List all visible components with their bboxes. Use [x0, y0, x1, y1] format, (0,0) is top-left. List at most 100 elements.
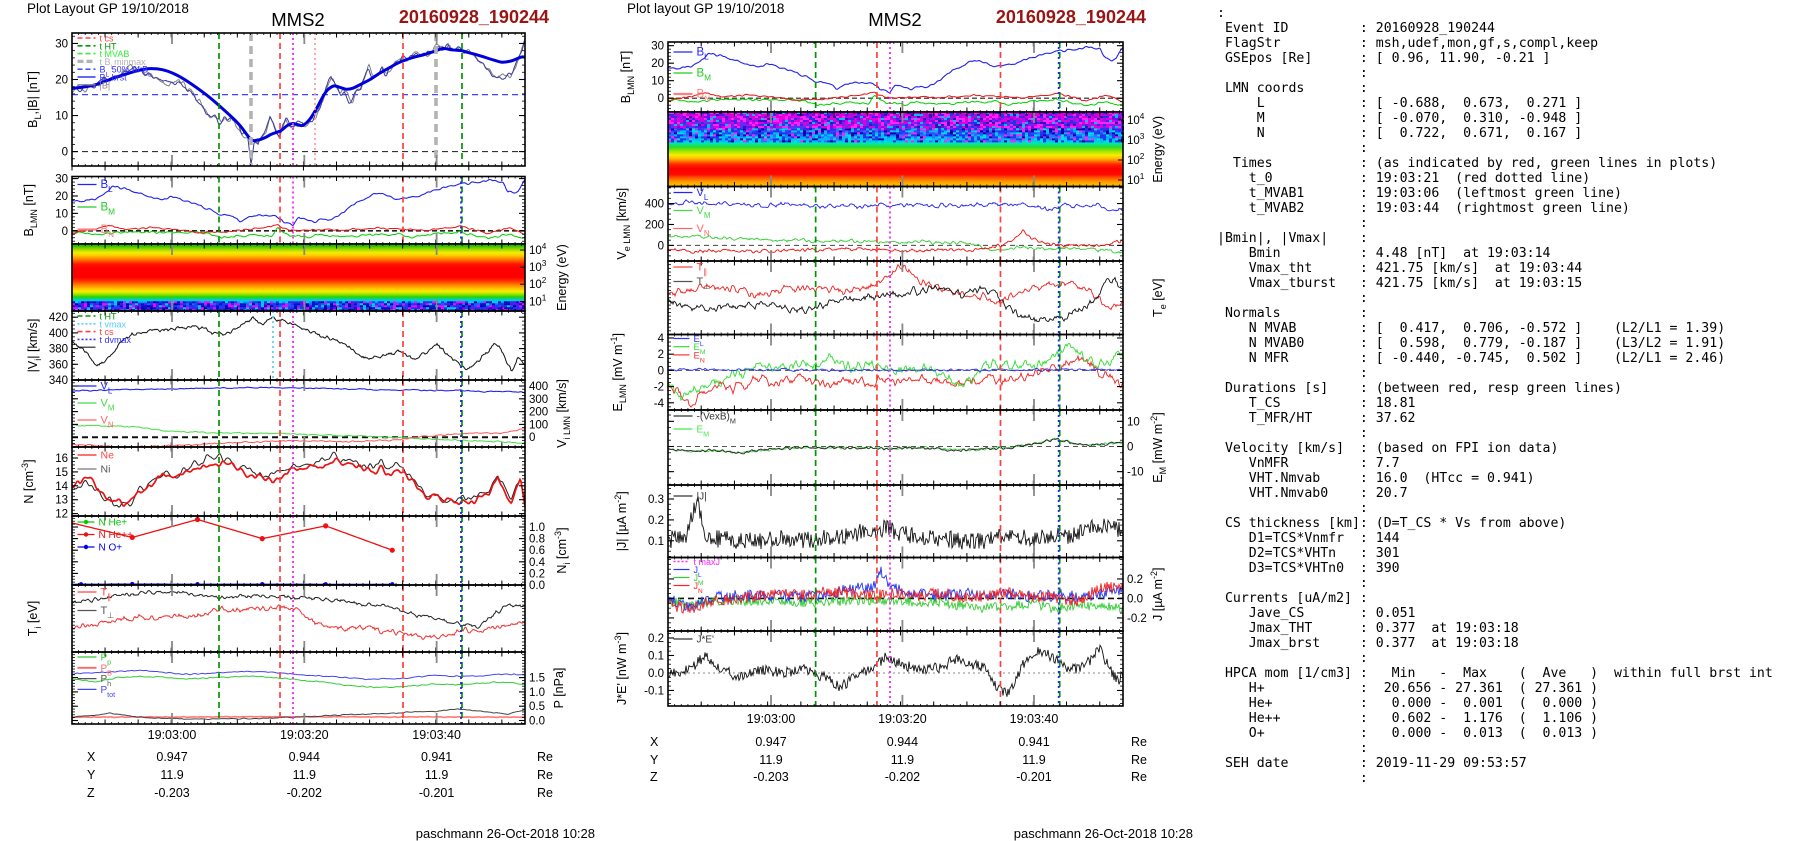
series-B_M	[668, 94, 1123, 107]
y-tick-label: 30	[55, 174, 68, 186]
panel-border	[667, 260, 1124, 336]
legend-label: EM	[694, 342, 706, 356]
legend-label: VN	[101, 415, 114, 430]
series-Ne	[72, 457, 525, 508]
series-marker-N-He++	[259, 536, 265, 542]
y-tick-label: 0.4	[529, 557, 546, 569]
y-tick-label: -0.2	[1127, 613, 1147, 625]
series-Ti-perp	[72, 589, 525, 629]
coord-value: 11.9	[891, 753, 914, 767]
legend: |J|	[673, 492, 707, 503]
y-tick-label: 10	[1127, 416, 1140, 428]
legend-label: EL	[694, 334, 704, 348]
y-tick-label: 20	[55, 74, 68, 86]
event-id-label: 20160928_190244	[399, 7, 549, 27]
x-ticks	[71, 33, 523, 171]
y-ticks: 0 10 20 30	[651, 41, 1123, 110]
y-ticks: 0.00.20.40.60.81.0	[72, 517, 546, 592]
time-tick-label: 19:03:00	[148, 728, 197, 742]
panel-border	[71, 446, 526, 517]
y-tick-label: 360	[49, 359, 68, 371]
panel-p8: Ti [eV] T∥ T⊥	[26, 584, 526, 653]
panel-border	[71, 515, 526, 586]
y-tick-label: -2	[654, 382, 664, 394]
legend-label: t dvmax	[100, 335, 132, 345]
plot-title: MMS2	[271, 9, 324, 30]
panel-m1: 0 10 20 30 BLMN [nT] BL BM BN	[619, 41, 1124, 113]
panel-border	[667, 41, 1124, 113]
axis-label: P [nPa]	[552, 668, 566, 709]
legend-label: BL	[697, 47, 710, 62]
legend-label: T⊥	[697, 276, 711, 291]
series-group	[668, 342, 1123, 408]
legend-label: Ne	[101, 450, 115, 462]
legend-label: Ptot	[101, 685, 116, 699]
axis-label: BL,|B| [nT]	[26, 71, 43, 128]
series-group	[668, 643, 1123, 697]
series-group	[668, 496, 1123, 550]
x-ticks	[71, 516, 523, 585]
coord-unit: Re	[1131, 735, 1147, 749]
legend-marker	[83, 532, 89, 537]
series-Te-par	[668, 263, 1123, 311]
legend: -(VexB)MEM	[673, 412, 736, 439]
legend-label: T⊥	[101, 605, 115, 620]
series-marker-N-He++	[323, 523, 329, 529]
legend-label: JN	[694, 581, 704, 595]
x-ticks	[71, 652, 523, 724]
y-tick-label: 0.0	[648, 668, 664, 680]
coord-value: 11.9	[160, 768, 183, 782]
y-tick-label: 12	[55, 509, 68, 521]
panel-m9: -0.1 0.0 0.1 0.2 J*E' [nW m-3] J*E'	[613, 630, 1124, 707]
coord-unit: Re	[537, 750, 553, 764]
coord-row-label: Z	[650, 770, 658, 784]
panel-p6: 12 13 14 15 16 N [cm-3] Ne Ni	[20, 446, 526, 521]
y-tick-label: 300	[529, 394, 548, 406]
series-BL-brst	[72, 38, 525, 165]
legend-label: PB	[101, 663, 113, 677]
coord-unit: Re	[1131, 753, 1147, 767]
series-marker-N-He++	[129, 534, 135, 541]
y-tick-label: 200	[529, 407, 548, 419]
axis-label: Te [eV]	[1151, 279, 1168, 317]
legend-label: EN	[694, 350, 705, 364]
panel-border	[71, 310, 526, 381]
coord-row-label: Z	[87, 786, 95, 800]
y-tick-label: 20	[651, 58, 664, 70]
series-Te-perp	[668, 276, 1123, 323]
axis-label: Ti [eV]	[26, 601, 43, 636]
series-group	[668, 437, 1123, 455]
spectrogram	[72, 244, 525, 311]
time-tick-label: 19:03:20	[280, 728, 329, 742]
coord-value: -0.203	[154, 786, 189, 800]
legend-label: t cs	[100, 34, 115, 44]
axis-label: Ni [cm-3]	[553, 527, 572, 573]
legend-label: N He+	[99, 518, 128, 529]
y-tick-label: 0	[529, 432, 535, 444]
panel-p2: 0 10 20 30 BLMN [nT] BL BM BN	[22, 174, 526, 245]
legend-label: t MVAB	[100, 49, 130, 59]
legend-marker	[83, 544, 89, 550]
legend-label: BL	[101, 179, 114, 194]
y-tick-label: -0.1	[644, 685, 664, 697]
legend-label: t HT	[100, 312, 118, 322]
coord-value: 11.9	[1022, 753, 1045, 767]
series-group	[668, 566, 1123, 614]
axis-label: Vi LMN [km/s]	[555, 379, 572, 448]
column-header: Plot Layout GP 19/10/2018	[27, 1, 189, 16]
coord-unit: Re	[537, 786, 553, 800]
x-ticks	[71, 585, 523, 652]
coord-unit: Re	[1131, 770, 1147, 784]
series-group	[72, 669, 525, 720]
series-E_M	[668, 342, 1123, 402]
y-tick-label: 0.0	[529, 580, 545, 592]
legend: BL BM BN	[673, 47, 711, 104]
legend-label: t BLminmax	[100, 57, 147, 71]
